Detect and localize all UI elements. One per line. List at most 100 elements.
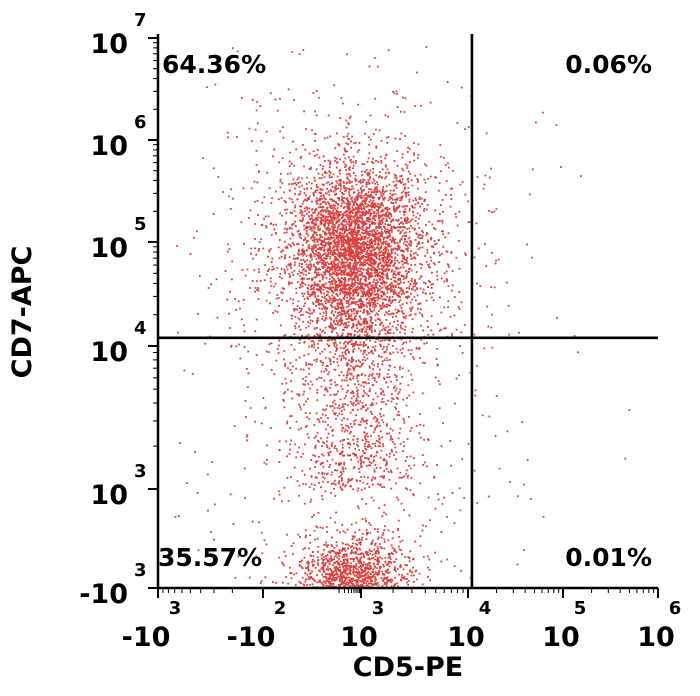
event-dot bbox=[396, 266, 398, 269]
event-dot bbox=[393, 259, 396, 262]
event-dot bbox=[340, 582, 343, 584]
event-dot bbox=[330, 280, 333, 283]
event-dot bbox=[364, 579, 366, 581]
event-dot bbox=[394, 274, 397, 277]
event-dot bbox=[355, 242, 358, 245]
event-dot bbox=[326, 249, 329, 251]
event-dot bbox=[376, 563, 379, 565]
event-dot bbox=[317, 186, 319, 188]
event-dot bbox=[312, 247, 315, 250]
event-dot bbox=[356, 272, 359, 274]
event-dot bbox=[341, 258, 343, 261]
event-dot bbox=[333, 561, 336, 564]
event-dot bbox=[386, 303, 389, 306]
event-dot bbox=[298, 264, 301, 267]
event-dot bbox=[284, 555, 287, 557]
event-dot bbox=[335, 269, 337, 271]
event-dot bbox=[295, 572, 298, 575]
event-dot bbox=[411, 227, 414, 229]
event-dot bbox=[333, 577, 335, 579]
event-dot bbox=[353, 259, 356, 261]
event-dot bbox=[306, 561, 308, 564]
event-dot bbox=[401, 229, 404, 232]
event-dot bbox=[404, 183, 407, 186]
event-dot bbox=[300, 560, 303, 563]
event-dot bbox=[357, 559, 359, 562]
event-dot bbox=[366, 249, 369, 252]
event-dot bbox=[338, 179, 340, 182]
event-dot bbox=[288, 256, 291, 258]
event-dot bbox=[312, 225, 315, 228]
event-dot bbox=[331, 300, 334, 302]
event-dot bbox=[304, 536, 307, 539]
event-dot bbox=[371, 284, 374, 287]
event-dot bbox=[417, 179, 419, 182]
event-dot bbox=[352, 252, 355, 255]
event-dot bbox=[356, 239, 359, 242]
event-dot bbox=[289, 244, 292, 247]
event-dot bbox=[395, 293, 398, 296]
event-dot bbox=[483, 183, 486, 186]
event-dot bbox=[308, 244, 310, 246]
event-dot bbox=[397, 244, 400, 247]
event-dot bbox=[357, 277, 359, 280]
event-dot bbox=[416, 201, 419, 204]
event-dot bbox=[395, 558, 398, 560]
event-dot bbox=[329, 228, 332, 231]
event-dot bbox=[358, 242, 361, 244]
event-dot bbox=[358, 191, 361, 194]
event-dot bbox=[351, 212, 354, 214]
event-dot bbox=[338, 170, 341, 172]
event-dot bbox=[310, 264, 313, 267]
event-dot bbox=[368, 204, 371, 207]
event-dot bbox=[335, 298, 338, 301]
event-dot bbox=[301, 278, 304, 281]
event-dot bbox=[312, 193, 315, 196]
event-dot bbox=[289, 368, 292, 371]
event-dot bbox=[350, 549, 353, 552]
event-dot bbox=[345, 119, 348, 122]
event-dot bbox=[281, 214, 283, 217]
event-dot bbox=[303, 224, 305, 227]
event-dot bbox=[343, 153, 345, 156]
event-dot bbox=[383, 269, 386, 272]
event-dot bbox=[333, 236, 335, 239]
event-dot bbox=[408, 242, 411, 245]
event-dot bbox=[373, 240, 375, 242]
event-dot bbox=[383, 254, 385, 257]
event-dot bbox=[303, 340, 306, 343]
event-dot bbox=[371, 275, 374, 278]
event-dot bbox=[299, 232, 302, 235]
event-dot bbox=[336, 288, 339, 291]
event-dot bbox=[330, 544, 333, 546]
event-dot bbox=[358, 560, 361, 562]
event-dot bbox=[342, 245, 345, 247]
event-dot bbox=[311, 258, 313, 261]
event-dot bbox=[414, 263, 417, 266]
event-dot bbox=[384, 213, 387, 215]
event-dot bbox=[355, 579, 358, 581]
event-dot bbox=[394, 137, 397, 140]
event-dot bbox=[345, 284, 347, 287]
event-dot bbox=[389, 262, 392, 265]
event-dot bbox=[369, 566, 372, 569]
event-dot bbox=[346, 296, 348, 299]
event-dot bbox=[356, 249, 359, 252]
event-dot bbox=[387, 343, 390, 346]
event-dot bbox=[346, 581, 348, 583]
event-dot bbox=[362, 226, 364, 229]
event-dot bbox=[314, 349, 317, 352]
event-dot bbox=[289, 237, 292, 240]
event-dot bbox=[396, 248, 398, 250]
event-dot bbox=[327, 215, 330, 218]
event-dot bbox=[275, 581, 277, 584]
event-dot bbox=[361, 291, 364, 294]
event-dot bbox=[307, 226, 309, 229]
event-dot bbox=[328, 238, 331, 241]
event-dot bbox=[317, 334, 319, 337]
event-dot bbox=[348, 565, 350, 568]
event-dot bbox=[319, 312, 322, 315]
event-dot bbox=[345, 258, 348, 261]
event-dot bbox=[343, 248, 346, 251]
event-dot bbox=[352, 207, 355, 210]
